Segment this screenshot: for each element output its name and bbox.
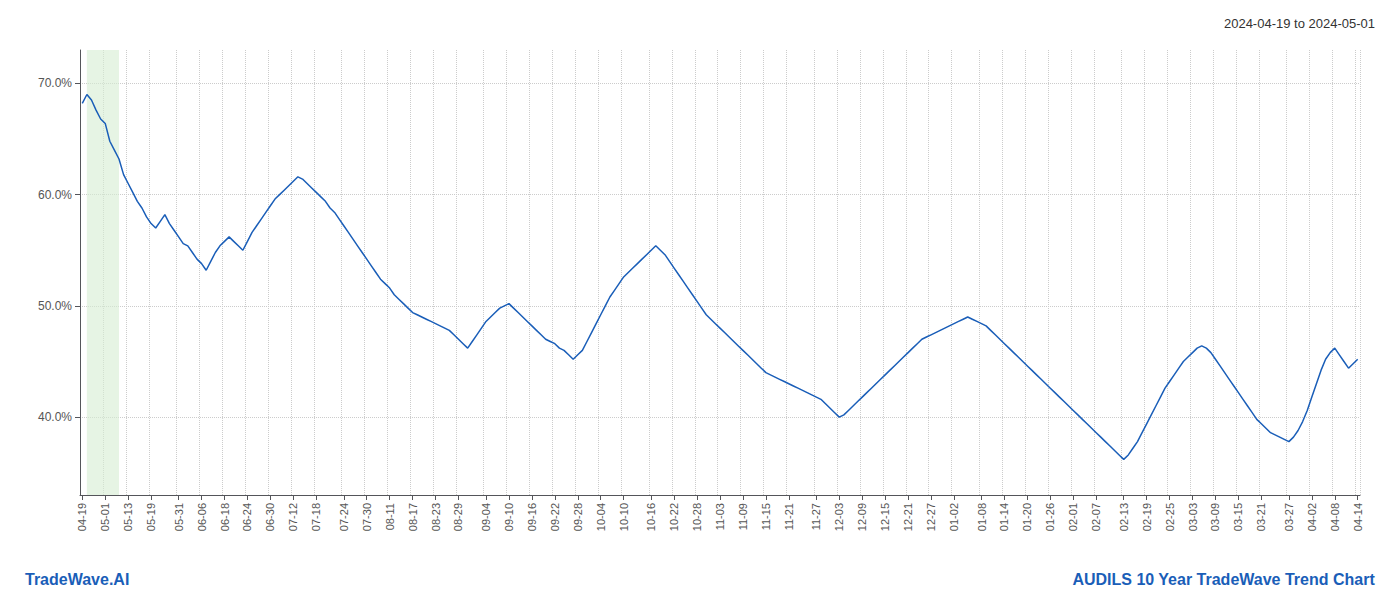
svg-text:02-19: 02-19: [1141, 503, 1153, 531]
svg-text:07-30: 07-30: [361, 503, 373, 531]
svg-text:02-01: 02-01: [1067, 503, 1079, 531]
svg-text:05-01: 05-01: [99, 503, 111, 531]
svg-text:09-28: 09-28: [572, 503, 584, 531]
svg-text:60.0%: 60.0%: [38, 188, 72, 202]
svg-text:04-08: 04-08: [1329, 503, 1341, 531]
svg-text:06-06: 06-06: [196, 503, 208, 531]
svg-text:05-19: 05-19: [145, 503, 157, 531]
svg-text:10-04: 10-04: [595, 503, 607, 531]
svg-text:TradeWave.AI: TradeWave.AI: [25, 571, 129, 588]
svg-text:01-14: 01-14: [998, 503, 1010, 531]
svg-text:01-08: 01-08: [976, 503, 988, 531]
svg-text:03-27: 03-27: [1283, 503, 1295, 531]
svg-text:11-15: 11-15: [760, 503, 772, 530]
svg-text:08-17: 08-17: [407, 503, 419, 531]
svg-text:11-27: 11-27: [810, 503, 822, 530]
svg-text:04-19: 04-19: [76, 503, 88, 531]
svg-text:06-24: 06-24: [241, 503, 253, 531]
svg-text:12-03: 12-03: [833, 503, 845, 531]
svg-text:05-31: 05-31: [173, 503, 185, 531]
svg-text:06-30: 06-30: [264, 503, 276, 531]
svg-text:02-13: 02-13: [1118, 503, 1130, 531]
svg-text:10-22: 10-22: [668, 503, 680, 531]
svg-text:50.0%: 50.0%: [38, 299, 72, 313]
svg-text:01-02: 01-02: [948, 503, 960, 531]
svg-text:08-29: 08-29: [452, 503, 464, 531]
svg-text:11-21: 11-21: [783, 503, 795, 530]
svg-text:02-07: 02-07: [1090, 503, 1102, 531]
svg-text:12-09: 12-09: [856, 503, 868, 531]
svg-text:09-10: 09-10: [503, 503, 515, 531]
svg-text:AUDILS 10 Year TradeWave Trend: AUDILS 10 Year TradeWave Trend Chart: [1072, 571, 1375, 588]
svg-text:40.0%: 40.0%: [38, 410, 72, 424]
svg-text:09-16: 09-16: [526, 503, 538, 531]
svg-text:12-21: 12-21: [902, 503, 914, 531]
svg-text:02-25: 02-25: [1164, 503, 1176, 531]
svg-text:70.0%: 70.0%: [38, 76, 72, 90]
svg-text:03-21: 03-21: [1255, 503, 1267, 531]
svg-text:07-12: 07-12: [287, 503, 299, 531]
svg-text:09-22: 09-22: [549, 503, 561, 531]
svg-text:06-18: 06-18: [219, 503, 231, 531]
svg-text:08-11: 08-11: [384, 503, 396, 530]
svg-text:07-18: 07-18: [310, 503, 322, 531]
svg-text:01-20: 01-20: [1021, 503, 1033, 531]
svg-text:10-16: 10-16: [645, 503, 657, 531]
svg-text:12-27: 12-27: [925, 503, 937, 531]
svg-text:10-10: 10-10: [618, 503, 630, 531]
svg-text:08-23: 08-23: [430, 503, 442, 531]
svg-text:11-03: 11-03: [714, 503, 726, 530]
svg-text:12-15: 12-15: [879, 503, 891, 531]
svg-text:03-15: 03-15: [1232, 503, 1244, 531]
svg-text:10-28: 10-28: [691, 503, 703, 531]
svg-text:2024-04-19 to 2024-05-01: 2024-04-19 to 2024-05-01: [1224, 16, 1375, 31]
svg-text:04-14: 04-14: [1352, 503, 1364, 531]
svg-text:03-03: 03-03: [1187, 503, 1199, 531]
svg-text:11-09: 11-09: [737, 503, 749, 530]
svg-text:09-04: 09-04: [480, 503, 492, 531]
svg-text:07-24: 07-24: [338, 503, 350, 531]
svg-text:04-02: 04-02: [1306, 503, 1318, 531]
svg-text:03-09: 03-09: [1209, 503, 1221, 531]
svg-text:01-26: 01-26: [1044, 503, 1056, 531]
svg-text:05-13: 05-13: [122, 503, 134, 531]
